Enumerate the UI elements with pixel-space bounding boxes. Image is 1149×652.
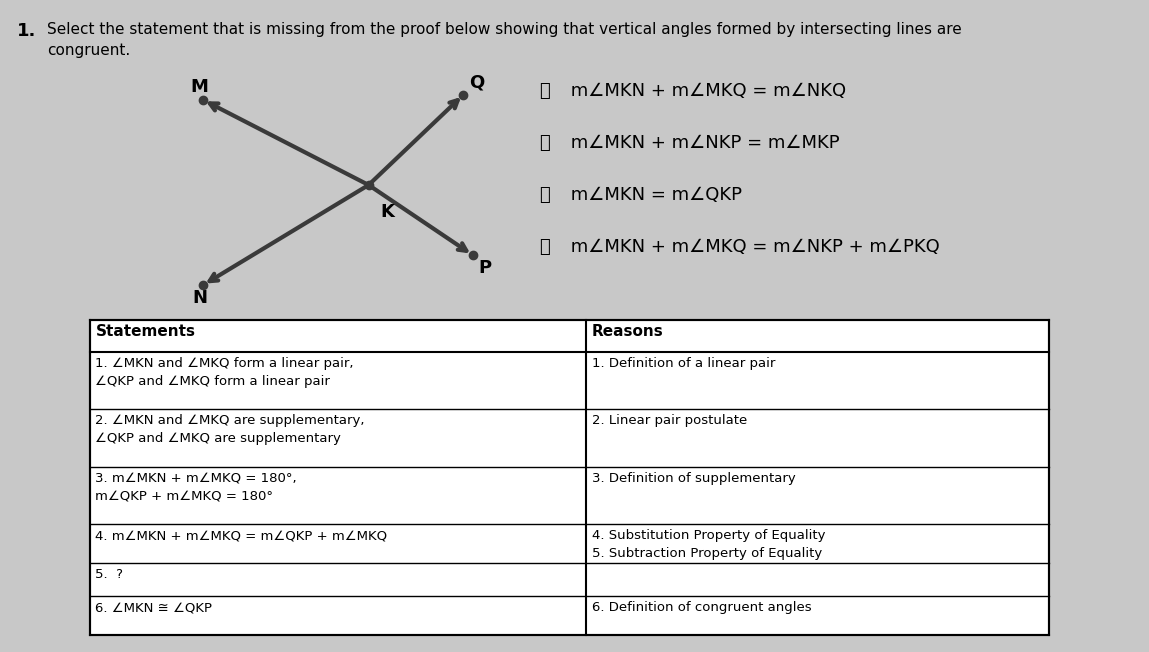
Text: 4. Substitution Property of Equality
5. Subtraction Property of Equality: 4. Substitution Property of Equality 5. … [592, 529, 825, 560]
Text: m∠MKN + m∠MKQ = m∠NKP + m∠PKQ: m∠MKN + m∠MKQ = m∠NKP + m∠PKQ [565, 238, 940, 256]
Text: Ⓓ: Ⓓ [539, 238, 549, 256]
Polygon shape [90, 320, 1049, 635]
Text: Select the statement that is missing from the proof below showing that vertical : Select the statement that is missing fro… [47, 22, 962, 58]
Text: Statements: Statements [95, 324, 195, 339]
Text: 1.: 1. [17, 22, 37, 40]
Text: 3. m∠MKN + m∠MKQ = 180°,
m∠QKP + m∠MKQ = 180°: 3. m∠MKN + m∠MKQ = 180°, m∠QKP + m∠MKQ =… [95, 471, 298, 503]
Text: Ⓒ: Ⓒ [539, 186, 549, 204]
Text: 6. ∠MKN ≅ ∠QKP: 6. ∠MKN ≅ ∠QKP [95, 601, 213, 614]
Text: Ⓑ: Ⓑ [539, 134, 549, 152]
Text: m∠MKN + m∠NKP = m∠MKP: m∠MKN + m∠NKP = m∠MKP [565, 134, 840, 152]
Text: m∠MKN = m∠QKP: m∠MKN = m∠QKP [565, 186, 742, 204]
Text: M: M [191, 78, 208, 96]
Text: Q: Q [469, 73, 484, 91]
Text: Ⓐ: Ⓐ [539, 82, 549, 100]
Text: 2. Linear pair postulate: 2. Linear pair postulate [592, 414, 747, 427]
Text: m∠MKN + m∠MKQ = m∠NKQ: m∠MKN + m∠MKQ = m∠NKQ [565, 82, 847, 100]
Text: 1. Definition of a linear pair: 1. Definition of a linear pair [592, 357, 776, 370]
Text: 3. Definition of supplementary: 3. Definition of supplementary [592, 471, 795, 484]
Text: 4. m∠MKN + m∠MKQ = m∠QKP + m∠MKQ: 4. m∠MKN + m∠MKQ = m∠QKP + m∠MKQ [95, 529, 387, 542]
Text: P: P [478, 259, 492, 277]
Text: 1. ∠MKN and ∠MKQ form a linear pair,
∠QKP and ∠MKQ form a linear pair: 1. ∠MKN and ∠MKQ form a linear pair, ∠QK… [95, 357, 354, 388]
Text: 5.  ?: 5. ? [95, 568, 123, 581]
Text: K: K [380, 203, 394, 221]
Text: 6. Definition of congruent angles: 6. Definition of congruent angles [592, 601, 811, 614]
Text: 2. ∠MKN and ∠MKQ are supplementary,
∠QKP and ∠MKQ are supplementary: 2. ∠MKN and ∠MKQ are supplementary, ∠QKP… [95, 414, 365, 445]
Text: N: N [192, 289, 207, 307]
Text: Reasons: Reasons [592, 324, 663, 339]
